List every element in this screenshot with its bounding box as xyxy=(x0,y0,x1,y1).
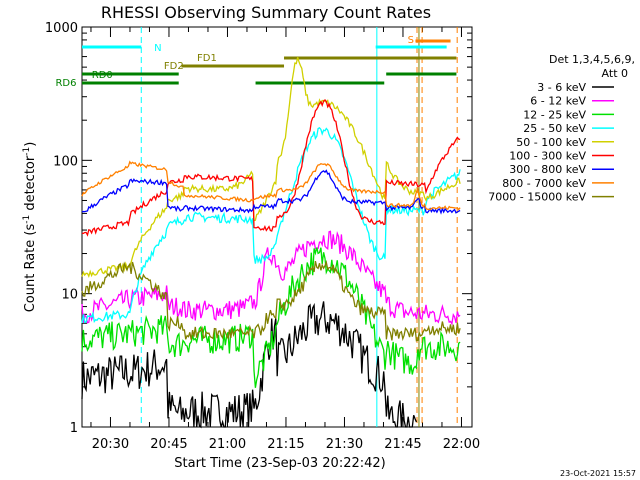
legend-header-line2: Att 0 xyxy=(602,67,628,80)
plot-frame xyxy=(81,26,473,428)
flag-label-n: N xyxy=(154,43,161,54)
flag-label-fd2: FD2 xyxy=(164,61,184,72)
legend-label: 3 - 6 keV xyxy=(537,81,586,94)
flag-label-s: S xyxy=(408,35,414,46)
y-axis-label-main: Count Rate (s xyxy=(23,224,38,313)
series-layer xyxy=(81,57,461,429)
series-line-3 xyxy=(81,247,461,388)
legend-label: 25 - 50 keV xyxy=(523,122,586,135)
x-tick-label: 22:00 xyxy=(443,437,480,452)
x-tick-label: 21:45 xyxy=(384,437,421,452)
x-tick-label: 20:30 xyxy=(92,437,129,452)
legend-label: 6 - 12 keV xyxy=(530,95,586,108)
legend-header-line1: Det 1,3,4,5,6,9, xyxy=(549,53,635,66)
series-line-9 xyxy=(81,259,461,342)
flag-label-rd0: RD0 xyxy=(92,70,113,81)
y-axis-label-mid: detector xyxy=(23,155,38,215)
x-axis-label: Start Time (23-Sep-03 20:22:42) xyxy=(174,456,385,471)
legend-label: 50 - 100 keV xyxy=(516,136,586,149)
y-tick-label: 1000 xyxy=(45,21,78,36)
y-tick-label: 100 xyxy=(53,154,78,169)
y-axis-label: Count Rate (s-1 detector-1) xyxy=(22,142,38,313)
flag-label-rd6: RD6 xyxy=(55,78,76,89)
y-axis-label-end: ) xyxy=(23,142,38,147)
x-tick-label: 21:00 xyxy=(209,437,246,452)
y-tick-label: 10 xyxy=(61,288,78,303)
timestamp: 23-Oct-2021 15:57 xyxy=(560,469,636,478)
series-line-5 xyxy=(81,57,461,278)
legend-label: 800 - 7000 keV xyxy=(502,177,586,190)
x-tick-label: 21:15 xyxy=(267,437,304,452)
series-line-8 xyxy=(81,160,461,211)
x-tick-label: 20:45 xyxy=(150,437,187,452)
series-line-4 xyxy=(81,126,461,324)
x-tick-label: 21:30 xyxy=(326,437,363,452)
series-line-6 xyxy=(81,98,461,237)
series-line-2 xyxy=(81,230,461,326)
flag-layer: N S FD1 FD2 RD0 RD6 xyxy=(55,27,458,427)
flag-label-fd1: FD1 xyxy=(197,53,217,64)
legend-label: 100 - 300 keV xyxy=(509,150,586,163)
y-axis-label-sup2: -1 xyxy=(22,147,32,156)
y-tick-label: 1 xyxy=(70,421,78,436)
y-axis-label-sup1: -1 xyxy=(22,215,32,224)
tick-layer: 1 10 100 1000 20:30 20:45 21:00 21:15 21:30 21:45… xyxy=(45,21,480,452)
chart-title: RHESSI Observing Summary Count Rates xyxy=(101,3,431,22)
legend-label: 300 - 800 keV xyxy=(509,163,586,176)
legend-label: 12 - 25 keV xyxy=(523,108,586,121)
legend-label: 7000 - 15000 keV xyxy=(488,191,586,204)
series-line-1 xyxy=(81,301,417,429)
